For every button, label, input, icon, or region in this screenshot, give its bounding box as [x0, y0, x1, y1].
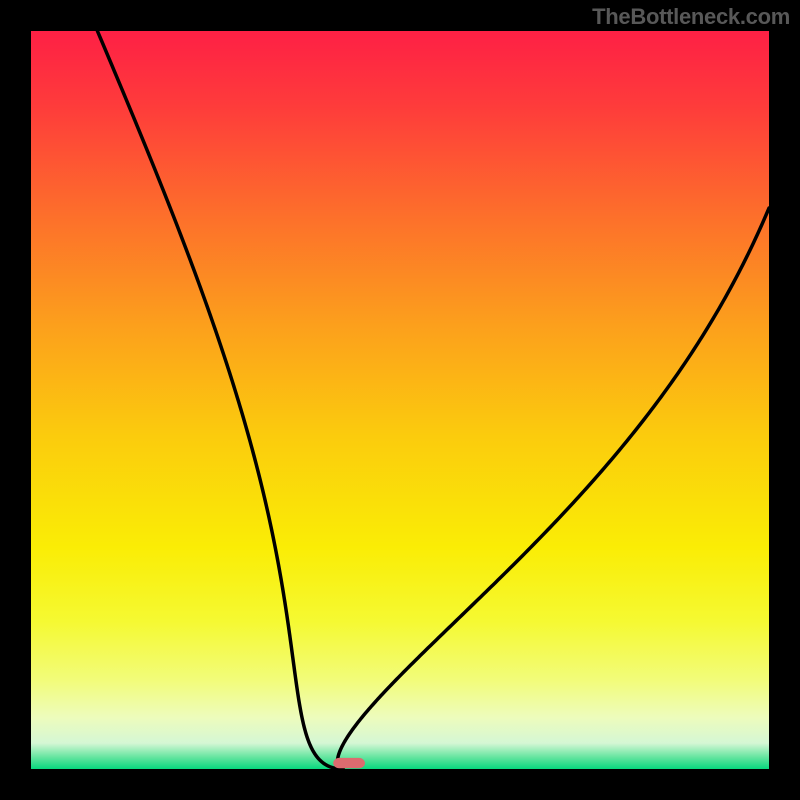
watermark-text: TheBottleneck.com: [592, 4, 790, 30]
optimal-marker: [333, 758, 365, 768]
bottleneck-chart: [0, 0, 800, 800]
